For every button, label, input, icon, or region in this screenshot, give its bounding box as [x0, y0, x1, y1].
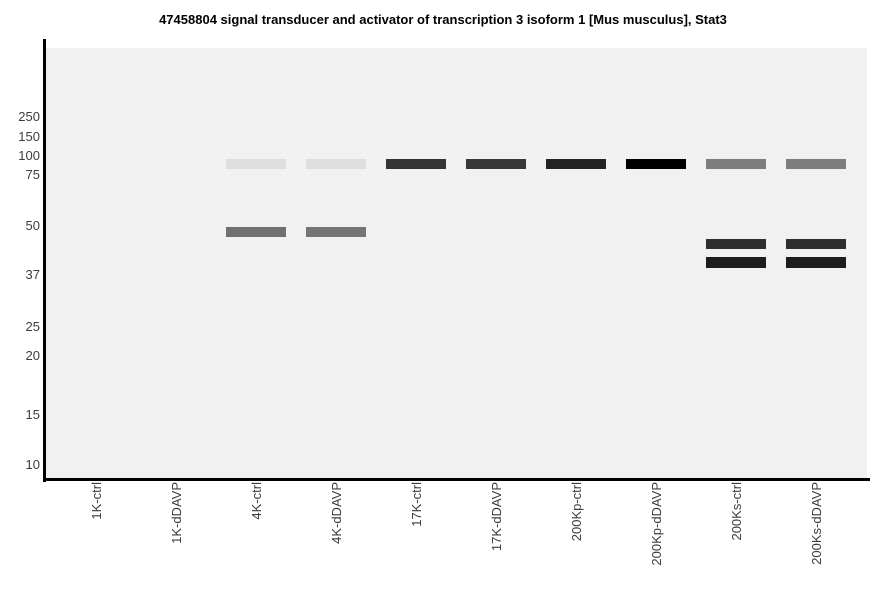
- page-title: 47458804 signal transducer and activator…: [159, 12, 727, 27]
- protein-band: [626, 159, 686, 169]
- mw-marker-label: 37: [25, 267, 40, 282]
- protein-band: [546, 159, 606, 169]
- mw-marker-label: 20: [25, 348, 40, 363]
- protein-band: [706, 159, 766, 169]
- lane-label: 200Kp-dDAVP: [649, 482, 664, 566]
- x-axis-line: [43, 478, 870, 481]
- protein-band: [226, 227, 286, 237]
- lane-label: 200Ks-dDAVP: [809, 482, 824, 565]
- lane-label: 4K-dDAVP: [329, 482, 344, 544]
- lane-label: 17K-dDAVP: [489, 482, 504, 552]
- protein-band: [706, 239, 766, 249]
- lane-label: 1K-ctrl: [89, 482, 104, 520]
- mw-marker-label: 150: [18, 129, 40, 144]
- lane-label: 4K-ctrl: [249, 482, 264, 520]
- protein-band: [306, 227, 366, 237]
- protein-band: [226, 159, 286, 169]
- protein-band: [466, 159, 526, 169]
- protein-band: [786, 159, 846, 169]
- protein-band: [786, 257, 846, 268]
- y-axis-line: [43, 39, 46, 482]
- mw-marker-label: 250: [18, 109, 40, 124]
- lane-label: 200Kp-ctrl: [569, 482, 584, 542]
- mw-marker-label: 10: [25, 457, 40, 472]
- mw-marker-label: 15: [25, 407, 40, 422]
- lane-label: 1K-dDAVP: [169, 482, 184, 544]
- mw-marker-label: 25: [25, 319, 40, 334]
- protein-band: [786, 239, 846, 249]
- protein-band: [306, 159, 366, 169]
- protein-band: [706, 257, 766, 268]
- mw-marker-label: 75: [25, 167, 40, 182]
- lane-label: 200Ks-ctrl: [729, 482, 744, 541]
- mw-marker-label: 100: [18, 148, 40, 163]
- mw-marker-label: 50: [25, 218, 40, 233]
- protein-band: [386, 159, 446, 169]
- lane-label: 17K-ctrl: [409, 482, 424, 527]
